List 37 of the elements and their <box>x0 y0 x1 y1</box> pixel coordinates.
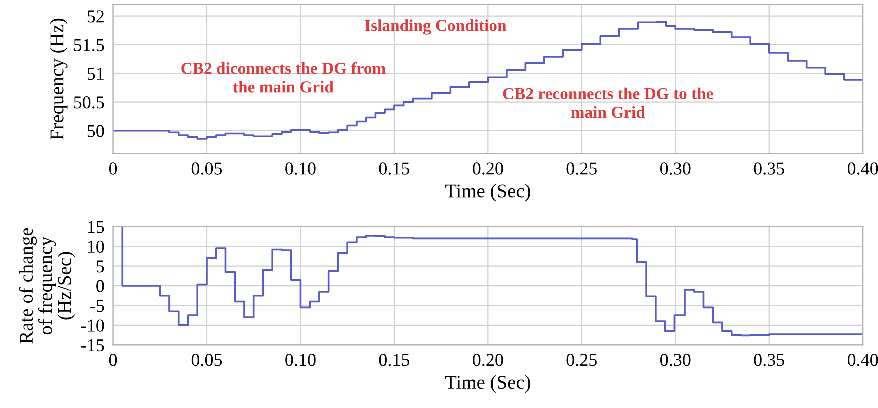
annotation: CB2 diconnects the DG from the main Grid <box>182 62 386 93</box>
y-axis-title: Frequency (Hz) <box>50 18 68 140</box>
y-tick-label: 5 <box>96 260 104 273</box>
x-tick-label: 0.35 <box>754 162 784 175</box>
x-tick-label: 0.10 <box>286 354 316 366</box>
x-tick-label: 0.15 <box>379 354 410 366</box>
x-tick-label: 0.05 <box>192 354 222 366</box>
y-tick-label: 50 <box>88 125 104 138</box>
y-tick-label: 51 <box>88 68 104 80</box>
x-tick-label: 0.20 <box>473 354 504 366</box>
y-tick-label: 15 <box>88 221 104 234</box>
x-tick-label: 0.20 <box>473 162 504 175</box>
y-tick-label: -5 <box>90 300 104 312</box>
y-tick-label: 0 <box>96 280 104 292</box>
x-tick-label: 0.30 <box>660 162 691 175</box>
y-tick-label: -15 <box>82 340 104 352</box>
x-tick-label: 0.25 <box>566 354 597 366</box>
y-tick-label: -10 <box>82 320 104 332</box>
x-tick-label: 0 <box>109 354 118 366</box>
annotation: CB2 reconnects the DG to the main Grid <box>503 88 714 118</box>
x-tick-label: 0.25 <box>566 162 597 175</box>
y-tick-label: 51.5 <box>74 39 104 52</box>
y-axis-title: Rate of change of frequency (Hz/Sec) <box>19 228 76 344</box>
x-tick-label: 0.30 <box>660 354 691 366</box>
x-axis-title: Time (Sec) <box>445 375 530 394</box>
x-tick-label: 0.05 <box>192 162 222 175</box>
x-tick-label: 0.10 <box>286 162 316 175</box>
y-tick-label: 52 <box>88 10 104 23</box>
x-tick-label: 0.35 <box>754 354 784 366</box>
annotation: Islanding Condition <box>365 20 507 35</box>
x-axis-title: Time (Sec) <box>445 184 530 202</box>
y-tick-label: 10 <box>88 240 104 254</box>
x-tick-label: 0 <box>109 162 118 175</box>
x-tick-label: 0.15 <box>379 162 410 175</box>
y-tick-label: 50.5 <box>74 96 104 109</box>
x-tick-label: 0.40 <box>848 162 878 175</box>
x-tick-label: 0.40 <box>848 354 878 366</box>
